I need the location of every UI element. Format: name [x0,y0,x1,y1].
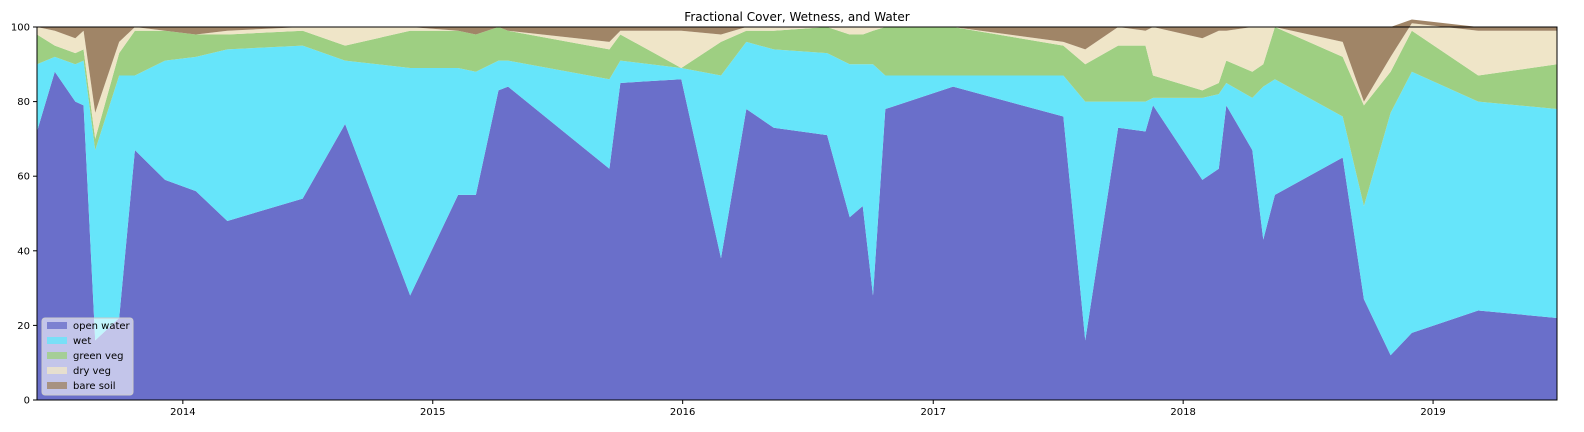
area-layers [37,19,1557,400]
legend-swatch [47,337,67,344]
legend-label: bare soil [73,381,116,392]
legend-label: dry veg [73,366,111,377]
y-tick-label: 20 [17,321,30,332]
legend-swatch [47,322,67,329]
area-open-water [37,71,1557,400]
x-tick-label: 2015 [420,407,445,418]
area-green-veg [37,27,1557,207]
legend-swatch [47,382,67,389]
y-tick-label: 60 [17,172,30,183]
x-tick-label: 2016 [670,407,695,418]
chart-title: Fractional Cover, Wetness, and Water [684,10,909,24]
x-tick-label: 2017 [921,407,946,418]
y-tick-label: 80 [17,97,30,108]
x-tick-label: 2014 [170,407,195,418]
legend-label: open water [73,321,131,332]
legend: open water wet green veg dry veg bare soil [41,317,134,396]
area-bare-soil [37,19,1557,113]
x-axis: 2014 2015 2016 2017 2018 2019 [170,400,1446,418]
area-wet [37,41,1557,356]
plot-frame [36,26,1558,401]
x-tick-label: 2018 [1170,407,1195,418]
area-dry-veg [37,23,1557,139]
legend-swatch [47,352,67,359]
x-tick-label: 2019 [1420,407,1445,418]
y-tick-label: 0 [24,396,30,407]
y-axis: 0 20 40 60 80 100 [11,23,37,407]
y-tick-label: 40 [17,246,30,257]
legend-label: green veg [73,351,123,362]
y-tick-label: 100 [11,23,30,34]
legend-label: wet [73,336,91,347]
legend-swatch [47,367,67,374]
